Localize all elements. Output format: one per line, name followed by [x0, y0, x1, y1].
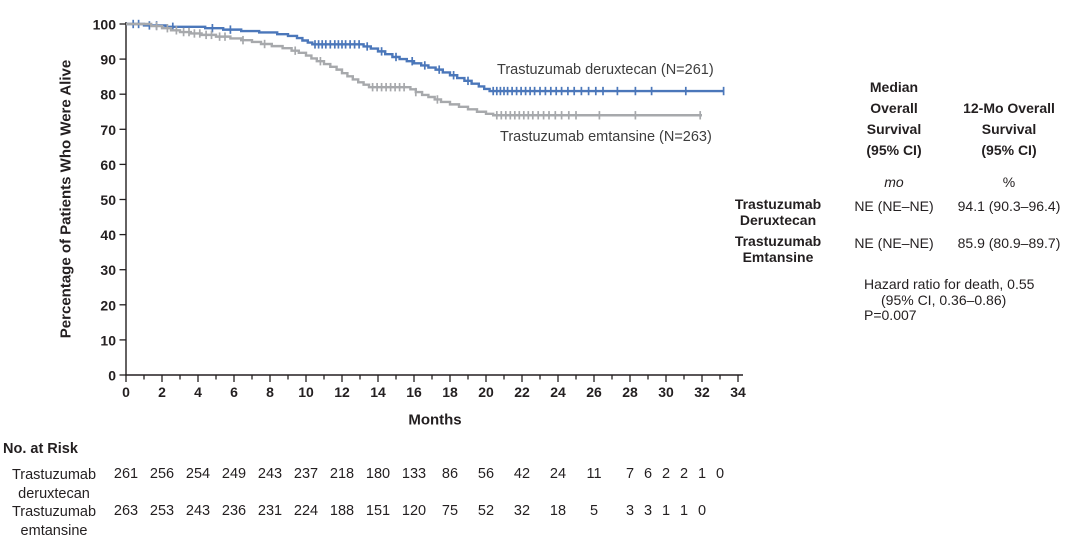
hazard-ratio-text: Hazard ratio for death, 0.55 [864, 276, 1035, 292]
risk-count: 7 [625, 466, 635, 482]
risk-count: 151 [365, 503, 391, 519]
risk-count: 243 [257, 466, 283, 482]
risk-count: 256 [149, 466, 175, 482]
risk-count: 18 [549, 503, 567, 519]
risk-count: 5 [589, 503, 599, 519]
x-tick-label: 0 [122, 384, 130, 400]
12mo-os-deruxtecan: 94.1 (90.3–96.4) [957, 198, 1061, 214]
curve-label-emtansine: Trastuzumab emtansine (N=263) [500, 129, 712, 145]
summary-row-label-emtansine: Trastuzumab Emtansine [734, 233, 822, 265]
p-value-text: P=0.007 [864, 307, 917, 323]
x-tick-label: 20 [478, 384, 494, 400]
x-tick-label: 8 [266, 384, 274, 400]
risk-counts-emtansine: 263 253 243 236 231 224 188 151 120 75 52 32 18 5 3 3 1 1… [0, 503, 1080, 521]
risk-count: 249 [221, 466, 247, 482]
risk-count: 6 [643, 466, 653, 482]
y-tick-label: 10 [100, 332, 116, 348]
risk-count: 2 [679, 466, 689, 482]
risk-count: 231 [257, 503, 283, 519]
y-tick-label: 30 [100, 262, 116, 278]
risk-count: 133 [401, 466, 427, 482]
risk-count: 263 [113, 503, 139, 519]
risk-count: 253 [149, 503, 175, 519]
x-tick-label: 10 [298, 384, 314, 400]
12mo-os-header: 12-Mo Overall Survival (95% CI) [963, 100, 1055, 158]
x-tick-label: 6 [230, 384, 238, 400]
risk-count: 120 [401, 503, 427, 519]
risk-count: 42 [513, 466, 531, 482]
y-tick-label: 90 [100, 52, 116, 68]
summary-row-label-deruxtecan: Trastuzumab Deruxtecan [734, 196, 822, 228]
y-tick-label: 100 [93, 17, 117, 33]
x-tick-label: 4 [194, 384, 202, 400]
y-tick-label: 70 [100, 122, 116, 138]
risk-count: 243 [185, 503, 211, 519]
risk-count: 52 [477, 503, 495, 519]
x-tick-label: 12 [334, 384, 350, 400]
y-axis-title: Percentage of Patients Who Were Alive [58, 60, 75, 338]
risk-count: 236 [221, 503, 247, 519]
risk-count: 0 [715, 466, 725, 482]
y-tick-label: 60 [100, 157, 116, 173]
12mo-os-emtansine: 85.9 (80.9–89.7) [957, 235, 1061, 251]
median-os-header: Median Overall Survival (95% CI) [866, 79, 922, 158]
median-os-emtansine: NE (NE–NE) [854, 235, 934, 251]
x-tick-label: 26 [586, 384, 602, 400]
y-tick-label: 80 [100, 87, 116, 103]
x-tick-label: 2 [158, 384, 166, 400]
median-os-deruxtecan: NE (NE–NE) [854, 198, 934, 214]
risk-count: 188 [329, 503, 355, 519]
risk-count: 75 [441, 503, 459, 519]
risk-count: 86 [441, 466, 459, 482]
risk-count: 56 [477, 466, 495, 482]
x-tick-label: 24 [550, 384, 566, 400]
y-tick-label: 0 [108, 368, 116, 384]
risk-count: 1 [679, 503, 689, 519]
12mo-os-unit: % [1002, 174, 1016, 190]
x-tick-label: 22 [514, 384, 530, 400]
x-tick-label: 30 [658, 384, 674, 400]
risk-count: 1 [697, 466, 707, 482]
y-tick-label: 20 [100, 297, 116, 313]
x-tick-label: 32 [694, 384, 710, 400]
risk-count: 2 [661, 466, 671, 482]
risk-count: 237 [293, 466, 319, 482]
x-axis-title: Months [408, 412, 461, 429]
risk-count: 180 [365, 466, 391, 482]
median-os-unit: mo [884, 174, 904, 190]
x-tick-label: 28 [622, 384, 638, 400]
risk-count: 224 [293, 503, 319, 519]
risk-count: 261 [113, 466, 139, 482]
risk-count: 254 [185, 466, 211, 482]
y-tick-label: 40 [100, 227, 116, 243]
hazard-ratio-block: Hazard ratio for death, 0.55 (95% CI, 0.… [864, 276, 1080, 324]
risk-count: 1 [661, 503, 671, 519]
curve-label-deruxtecan: Trastuzumab deruxtecan (N=261) [497, 62, 714, 78]
y-tick-label: 50 [100, 192, 116, 208]
risk-count: 218 [329, 466, 355, 482]
hazard-ci-text: (95% CI, 0.36–0.86) [881, 291, 1007, 308]
x-tick-label: 14 [370, 384, 386, 400]
risk-count: 3 [643, 503, 653, 519]
survival-curve-deruxtecan [126, 22, 724, 93]
risk-count: 24 [549, 466, 567, 482]
risk-count: 11 [586, 466, 602, 482]
risk-counts-deruxtecan: 261 256 254 249 243 237 218 180 133 86 56 42 24 11 7 6 2… [0, 466, 1080, 484]
x-tick-label: 18 [442, 384, 458, 400]
risk-row-label-emtansine: Trastuzumab emtansine [11, 504, 97, 539]
x-tick-label: 34 [730, 384, 746, 400]
risk-count: 3 [625, 503, 635, 519]
risk-count: 0 [697, 503, 707, 519]
risk-row-label-deruxtecan: Trastuzumab deruxtecan [11, 467, 97, 502]
risk-table-title: No. at Risk [3, 441, 78, 457]
risk-count: 32 [513, 503, 531, 519]
x-tick-label: 16 [406, 384, 422, 400]
survival-curve-emtansine [126, 22, 702, 117]
